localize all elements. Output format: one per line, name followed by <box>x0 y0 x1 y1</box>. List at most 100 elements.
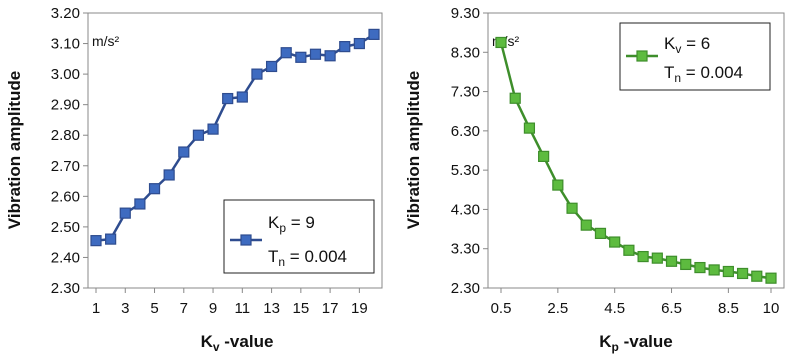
data-point-left <box>105 233 117 245</box>
legend-line1-sub-left: p <box>279 221 286 235</box>
legend-line2-main-left: T <box>268 247 278 266</box>
data-point-left <box>251 68 263 80</box>
legend-line2-left: Tn = 0.004 <box>268 247 347 269</box>
data-point-left <box>353 37 365 50</box>
y-tick-label-left: 2.90 <box>51 97 80 114</box>
data-point-left <box>134 198 146 210</box>
data-point-right <box>736 267 749 280</box>
data-point-left <box>309 48 322 60</box>
legend-line2-value-right: = 0.004 <box>681 63 743 82</box>
x-axis-title-sub-right: p <box>612 340 619 354</box>
data-point-right <box>680 258 692 271</box>
x-tick-label-left: 11 <box>235 300 251 317</box>
x-axis-title-main-left: K <box>201 332 214 351</box>
chart-right: 2.30 3.30 4.30 5.30 6.30 7.30 8.30 9.30 0.5 2.5 4… <box>404 5 785 354</box>
y-tick-label-right: 3.30 <box>451 241 480 258</box>
y-tick-label-right: 6.30 <box>451 123 480 140</box>
legend-right: Kv = 6 Tn = 0.004 <box>619 22 771 91</box>
y-tick-label-right: 4.30 <box>451 201 480 218</box>
data-point-left <box>119 207 131 219</box>
legend-left: Kp = 9 Tn = 0.004 <box>223 199 375 274</box>
plot-area-right <box>487 12 785 289</box>
x-tick-label-left: 19 <box>351 300 368 317</box>
data-point-right <box>495 36 507 49</box>
x-tick-label-right: 4.5 <box>604 300 625 317</box>
data-point-right <box>708 264 720 276</box>
data-point-right <box>751 270 763 282</box>
y-axis-title-right: Vibration amplitude <box>404 71 423 229</box>
data-point-left <box>148 183 161 195</box>
data-point-right <box>509 92 521 104</box>
legend-line1-value-right: = 6 <box>681 34 710 53</box>
data-point-left <box>368 28 380 40</box>
y-tick-label-left: 3.10 <box>51 36 80 53</box>
legend-swatch-marker-left <box>240 234 252 246</box>
data-point-left <box>295 51 307 63</box>
data-point-left <box>178 146 190 158</box>
data-point-left <box>324 50 336 62</box>
y-tick-label-left: 3.00 <box>51 66 80 83</box>
x-tick-label-left: 5 <box>150 300 158 317</box>
y-tick-label-left: 2.70 <box>51 158 80 175</box>
x-axis-title-right: Kp -value <box>599 332 672 354</box>
y-tick-label-left: 2.50 <box>51 219 80 236</box>
x-tick-label-left: 1 <box>92 300 100 317</box>
x-axis-title-suffix-left: -value <box>220 332 274 351</box>
y-axis-unit-left: m/s² <box>92 33 120 49</box>
plot-area-left <box>87 12 383 289</box>
x-tick-label-right: 10 <box>763 300 780 317</box>
y-tick-label-left: 2.40 <box>51 249 80 266</box>
data-point-left <box>265 60 278 73</box>
y-tick-label-left: 2.80 <box>51 127 80 144</box>
data-point-left <box>339 41 351 53</box>
y-axis-title-left: Vibration amplitude <box>5 71 24 229</box>
x-tick-label-left: 17 <box>322 300 339 317</box>
x-tick-label-right: 6.5 <box>661 300 682 317</box>
data-point-left <box>207 123 219 135</box>
data-point-left <box>163 169 175 181</box>
legend-line1-left: Kp = 9 <box>268 213 315 235</box>
legend-line2-main-right: T <box>664 63 674 82</box>
y-axis-ticks-right: 2.30 3.30 4.30 5.30 6.30 7.30 8.30 9.30 <box>451 5 488 297</box>
data-point-left <box>192 129 205 141</box>
x-axis-title-sub-left: v <box>213 340 220 354</box>
legend-line1-main-left: K <box>268 213 280 232</box>
data-point-left <box>280 47 292 59</box>
data-point-right <box>552 179 564 191</box>
legend-line1-main-right: K <box>664 34 676 53</box>
data-point-right <box>538 150 550 162</box>
x-axis-ticks-left: 1 3 5 7 9 11 13 15 17 19 <box>92 288 368 317</box>
x-tick-label-left: 3 <box>121 300 129 317</box>
series-right <box>495 36 777 284</box>
x-tick-label-right: 8.5 <box>718 300 739 317</box>
x-axis-ticks-right: 0.5 2.5 4.5 6.5 8.5 10 <box>491 288 780 317</box>
data-point-right <box>722 265 734 278</box>
legend-line1-right: Kv = 6 <box>664 34 710 56</box>
data-point-right <box>580 219 592 231</box>
y-tick-label-left: 2.60 <box>51 188 80 205</box>
x-axis-title-main-right: K <box>599 332 612 351</box>
data-point-right <box>623 244 635 256</box>
x-tick-label-right: 2.5 <box>547 300 568 317</box>
data-point-right <box>651 252 663 264</box>
x-tick-label-left: 15 <box>292 300 309 317</box>
data-point-right <box>594 227 607 239</box>
data-point-left <box>90 235 102 247</box>
y-tick-label-left: 3.20 <box>51 5 80 22</box>
data-point-right <box>523 122 536 134</box>
x-tick-label-left: 7 <box>180 300 188 317</box>
x-tick-label-right: 0.5 <box>491 300 512 317</box>
y-tick-label-right: 2.30 <box>451 280 480 297</box>
x-axis-title-left: Kv -value <box>201 332 274 354</box>
y-tick-label-right: 5.30 <box>451 162 480 179</box>
series-left <box>90 28 380 247</box>
x-axis-title-suffix-right: -value <box>619 332 673 351</box>
y-tick-label-left: 2.30 <box>51 280 80 297</box>
legend-line2-sub-right: n <box>674 71 681 85</box>
legend-line2-right: Tn = 0.004 <box>664 63 743 85</box>
data-point-right <box>694 261 706 274</box>
x-tick-label-left: 13 <box>263 300 280 317</box>
y-tick-label-right: 7.30 <box>451 84 480 101</box>
legend-line1-sub-right: v <box>675 42 681 56</box>
